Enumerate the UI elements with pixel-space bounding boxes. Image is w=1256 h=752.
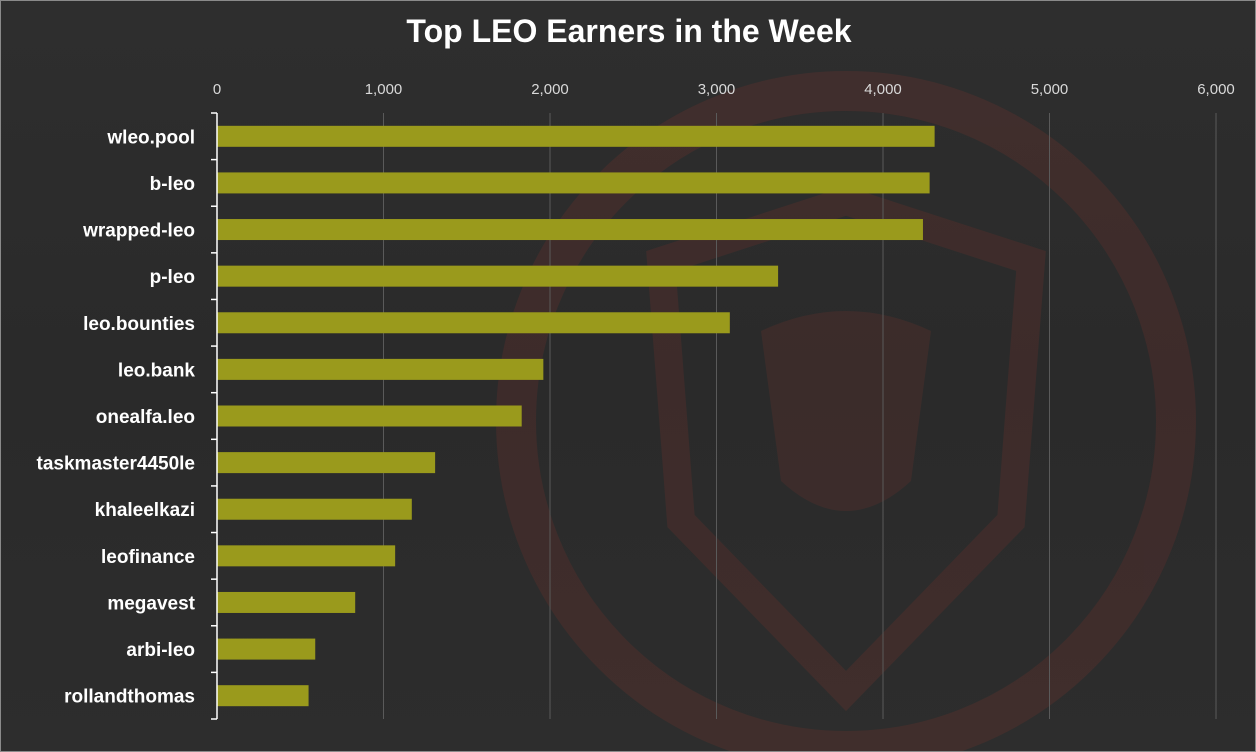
- grid-lines: [383, 113, 1217, 719]
- category-label: wrapped-leo: [82, 221, 195, 242]
- bar: [217, 685, 309, 707]
- x-tick-label: 2,000: [531, 81, 569, 98]
- category-label: leo.bounties: [83, 314, 195, 335]
- bars: [217, 125, 935, 707]
- x-tick-label: 5,000: [1031, 81, 1069, 98]
- category-label: khaleelkazi: [95, 500, 195, 521]
- bar: [217, 172, 930, 194]
- category-label: leo.bank: [118, 360, 196, 381]
- x-tick-label: 1,000: [365, 81, 403, 98]
- bar: [217, 219, 923, 241]
- y-axis: [211, 112, 218, 720]
- category-label: megavest: [107, 593, 195, 614]
- bar: [217, 638, 316, 660]
- x-axis-ticks: 0 1,000 2,000 3,000 4,000 5,000 6,000: [213, 81, 1235, 98]
- bar: [217, 545, 396, 567]
- bar: [217, 452, 436, 474]
- category-label: b-leo: [150, 174, 195, 195]
- chart-title: Top LEO Earners in the Week: [406, 13, 852, 49]
- bar: [217, 498, 412, 520]
- x-tick-label: 3,000: [698, 81, 736, 98]
- category-label: leofinance: [101, 547, 195, 568]
- category-label: onealfa.leo: [96, 407, 195, 428]
- category-labels: wleo.pool b-leo wrapped-leo p-leo leo.bounti…: [37, 127, 196, 707]
- category-label: taskmaster4450le: [37, 454, 195, 475]
- bar: [217, 125, 935, 147]
- bar: [217, 358, 544, 380]
- x-tick-label: 0: [213, 81, 221, 98]
- x-tick-label: 6,000: [1197, 81, 1235, 98]
- category-label: rollandthomas: [64, 687, 195, 708]
- bar: [217, 265, 779, 287]
- category-label: arbi-leo: [126, 640, 195, 661]
- bar: [217, 405, 522, 427]
- bar: [217, 591, 356, 613]
- bar: [217, 312, 730, 334]
- category-label: p-leo: [150, 267, 195, 288]
- category-label: wleo.pool: [106, 127, 195, 148]
- x-tick-label: 4,000: [864, 81, 902, 98]
